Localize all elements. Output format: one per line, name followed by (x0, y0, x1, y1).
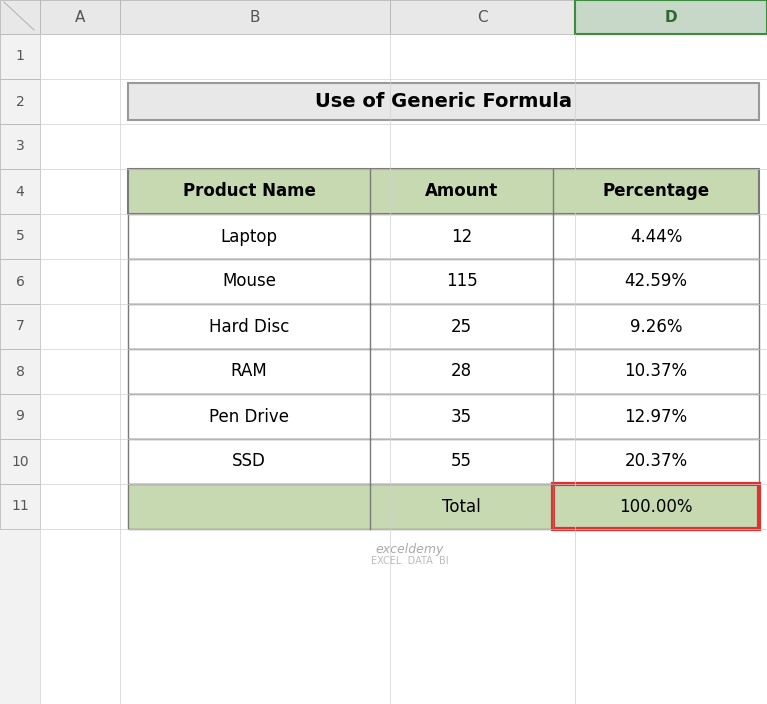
Text: 12.97%: 12.97% (624, 408, 687, 425)
Bar (128, 349, 759, 394)
Bar (40, 0, 120, 34)
Bar (0, 484, 40, 529)
Text: Mouse: Mouse (222, 272, 276, 291)
Bar (0, 439, 40, 484)
Bar (0, 34, 40, 704)
Text: 7: 7 (15, 320, 25, 334)
Bar (128, 169, 759, 214)
Text: Percentage: Percentage (602, 182, 709, 201)
Text: 55: 55 (451, 453, 472, 470)
Text: 5: 5 (15, 230, 25, 244)
Text: exceldemy: exceldemy (376, 543, 444, 555)
Bar (0, 259, 40, 304)
Text: 35: 35 (451, 408, 472, 425)
Text: Pen Drive: Pen Drive (209, 408, 289, 425)
Text: 8: 8 (15, 365, 25, 379)
Text: Laptop: Laptop (220, 227, 278, 246)
Text: RAM: RAM (231, 363, 268, 380)
Text: 25: 25 (451, 318, 472, 336)
Text: 9.26%: 9.26% (630, 318, 683, 336)
Text: 20.37%: 20.37% (624, 453, 687, 470)
Bar (575, 0, 767, 34)
Text: Use of Generic Formula: Use of Generic Formula (315, 92, 572, 111)
Text: 10.37%: 10.37% (624, 363, 687, 380)
Text: A: A (75, 9, 85, 25)
Bar (0, 169, 40, 214)
Bar (0, 0, 40, 34)
Bar (128, 304, 759, 349)
Text: 42.59%: 42.59% (624, 272, 687, 291)
Text: EXCEL  DATA  BI: EXCEL DATA BI (371, 556, 449, 566)
Bar (0, 304, 40, 349)
Bar (0, 214, 40, 259)
Text: 3: 3 (15, 139, 25, 153)
Bar (0, 124, 40, 169)
Text: Amount: Amount (425, 182, 498, 201)
Bar (0, 349, 40, 394)
Text: Hard Disc: Hard Disc (209, 318, 289, 336)
Text: 6: 6 (15, 275, 25, 289)
Bar (128, 83, 759, 120)
Text: 1: 1 (15, 49, 25, 63)
Text: Total: Total (442, 498, 481, 515)
Text: Product Name: Product Name (183, 182, 315, 201)
Bar (128, 439, 759, 484)
Text: 100.00%: 100.00% (619, 498, 693, 515)
Text: B: B (250, 9, 260, 25)
Text: C: C (477, 9, 488, 25)
Text: 12: 12 (451, 227, 472, 246)
Text: 115: 115 (446, 272, 477, 291)
Bar (553, 484, 759, 529)
Bar (128, 214, 759, 259)
Text: 11: 11 (12, 500, 29, 513)
Bar (0, 0, 767, 34)
Text: 4.44%: 4.44% (630, 227, 682, 246)
Text: 4: 4 (15, 184, 25, 199)
Text: D: D (665, 9, 677, 25)
Text: 28: 28 (451, 363, 472, 380)
Bar (128, 484, 759, 529)
Bar (0, 394, 40, 439)
Bar (390, 0, 575, 34)
Text: 2: 2 (15, 94, 25, 108)
Bar (0, 34, 40, 79)
Bar (128, 259, 759, 304)
Bar (120, 0, 390, 34)
Text: SSD: SSD (232, 453, 266, 470)
Bar (0, 79, 40, 124)
Text: 9: 9 (15, 410, 25, 424)
Bar (128, 394, 759, 439)
Text: 10: 10 (12, 455, 29, 468)
